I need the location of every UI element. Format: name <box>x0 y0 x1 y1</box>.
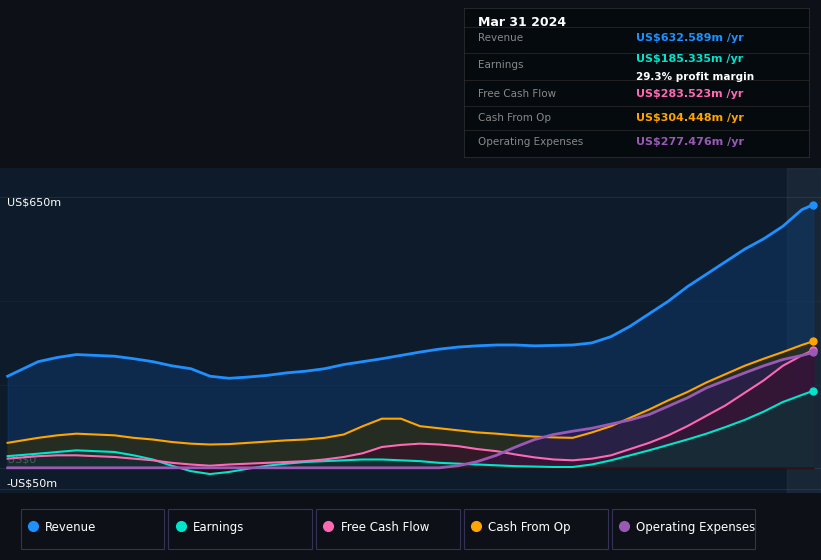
Text: US$632.589m /yr: US$632.589m /yr <box>636 33 744 43</box>
Text: Revenue: Revenue <box>45 521 97 534</box>
Text: US$277.476m /yr: US$277.476m /yr <box>636 137 745 147</box>
Text: Earnings: Earnings <box>193 521 245 534</box>
Text: US$185.335m /yr: US$185.335m /yr <box>636 54 744 64</box>
Text: Operating Expenses: Operating Expenses <box>636 521 755 534</box>
Text: US$650m: US$650m <box>7 197 61 207</box>
Text: Free Cash Flow: Free Cash Flow <box>341 521 429 534</box>
Text: Cash From Op: Cash From Op <box>488 521 571 534</box>
Text: 29.3% profit margin: 29.3% profit margin <box>636 72 754 82</box>
Text: Operating Expenses: Operating Expenses <box>478 137 583 147</box>
Text: Revenue: Revenue <box>478 33 523 43</box>
Text: Free Cash Flow: Free Cash Flow <box>478 90 556 100</box>
Text: US$283.523m /yr: US$283.523m /yr <box>636 90 744 100</box>
Text: Earnings: Earnings <box>478 60 523 70</box>
Text: US$304.448m /yr: US$304.448m /yr <box>636 113 744 123</box>
Bar <box>787 168 821 493</box>
Text: Mar 31 2024: Mar 31 2024 <box>478 16 566 29</box>
Text: -US$50m: -US$50m <box>7 479 57 489</box>
Text: Cash From Op: Cash From Op <box>478 113 551 123</box>
Text: US$0: US$0 <box>7 455 36 465</box>
